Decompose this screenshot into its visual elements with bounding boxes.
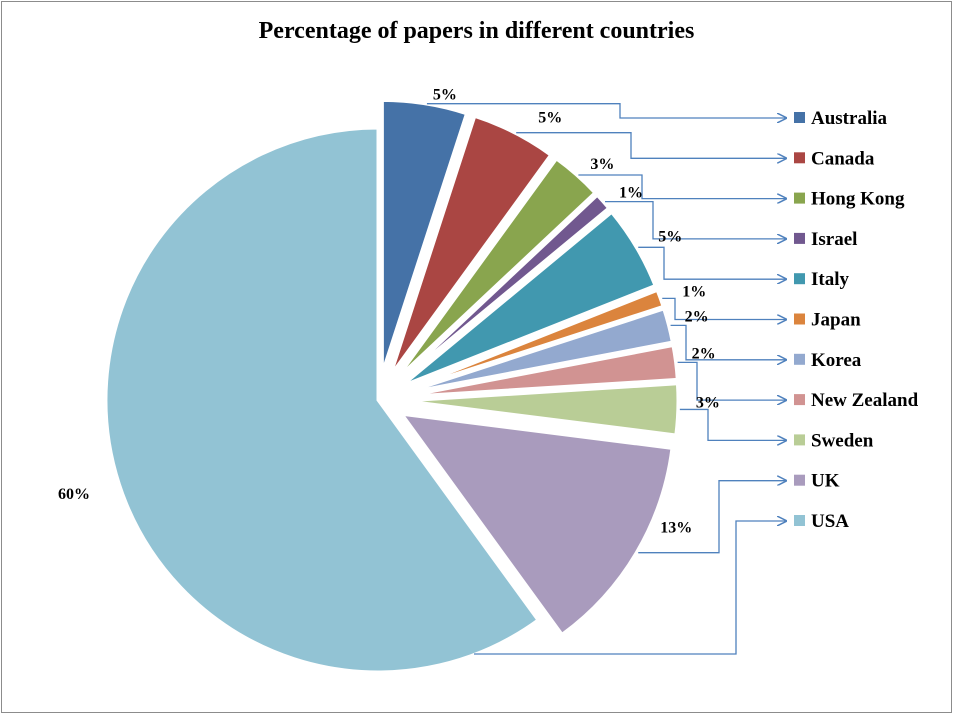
slice-usa — [104, 126, 540, 674]
legend-label-sweden: Sweden — [811, 430, 874, 451]
data-label-hong-kong: 3% — [590, 156, 614, 173]
legend-swatch-israel — [794, 232, 805, 244]
leader-line-italy — [638, 246, 786, 279]
slice-hong-kong — [395, 156, 597, 381]
chart-title: Percentage of papers in different countr… — [258, 18, 695, 44]
legend-swatch-japan — [794, 313, 805, 325]
legend-label-hong-kong: Hong Kong — [811, 189, 905, 210]
legend-swatch-korea — [794, 353, 805, 365]
legend-label-usa: USA — [811, 511, 849, 532]
leader-line-uk — [638, 481, 786, 554]
slice-italy — [401, 210, 657, 388]
legend-label-korea: Korea — [811, 350, 862, 371]
leader-line-israel — [605, 200, 786, 239]
slice-new-zealand — [405, 343, 679, 398]
legend-label-japan: Japan — [811, 310, 861, 331]
legend-swatch-sweden — [794, 434, 805, 446]
data-label-new-zealand: 2% — [692, 345, 716, 362]
leader-line-new-zealand — [677, 361, 786, 400]
slice-australia — [380, 98, 469, 373]
leader-line-japan — [662, 297, 786, 319]
leader-line-korea — [670, 324, 786, 359]
slice-sweden — [405, 382, 680, 437]
legend-swatch-australia — [794, 112, 805, 123]
leader-line-usa — [474, 521, 786, 655]
leader-line-hong-kong — [578, 174, 786, 199]
legend-swatch-uk — [794, 474, 805, 486]
data-label-canada: 5% — [538, 110, 562, 127]
leader-lines — [426, 103, 786, 655]
legend-label-new-zealand: New Zealand — [811, 390, 919, 411]
legend-swatch-italy — [794, 273, 805, 285]
data-label-sweden: 3% — [696, 394, 720, 411]
data-label-israel: 1% — [619, 185, 643, 202]
leader-line-sweden — [679, 408, 786, 440]
data-label-australia: 5% — [433, 87, 457, 104]
slice-uk — [398, 412, 674, 637]
pie-slices — [104, 98, 680, 674]
data-labels: 5% 5% 3% 1% 5% 1% 2% 2% 3% 13% 60% — [58, 87, 720, 537]
data-label-italy: 5% — [658, 228, 682, 245]
slice-korea — [404, 307, 675, 395]
legend-label-uk: UK — [811, 471, 840, 492]
legend: Australia Canada Hong Kong Israel Italy Japan… — [794, 108, 919, 532]
data-label-japan: 1% — [682, 283, 706, 300]
legend-swatch-hong-kong — [794, 192, 805, 204]
legend-label-israel: Israel — [811, 229, 857, 250]
leader-line-australia — [426, 103, 786, 118]
data-label-korea: 2% — [685, 308, 709, 325]
leader-line-canada — [516, 132, 786, 159]
legend-label-canada: Canada — [811, 148, 875, 169]
legend-swatch-usa — [794, 515, 805, 526]
slice-japan — [403, 288, 665, 392]
legend-label-italy: Italy — [811, 269, 850, 290]
slice-israel — [397, 193, 611, 383]
legend-swatch-new-zealand — [794, 394, 805, 406]
data-label-uk: 13% — [660, 520, 692, 537]
legend-swatch-canada — [794, 152, 805, 164]
legend-label-australia: Australia — [811, 108, 888, 129]
data-label-usa: 60% — [58, 486, 90, 503]
slice-canada — [389, 114, 553, 376]
